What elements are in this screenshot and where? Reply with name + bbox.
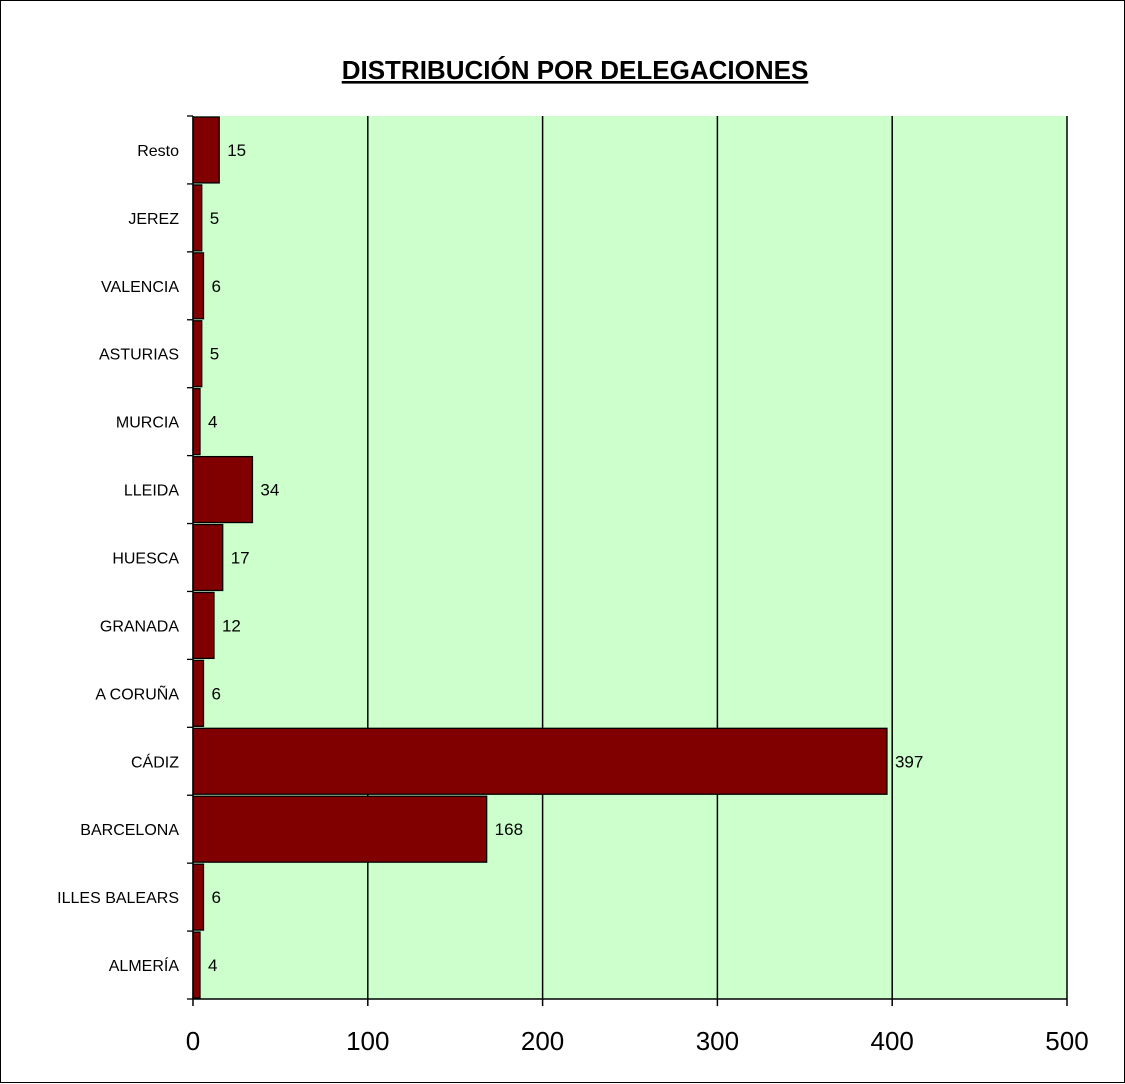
data-label-1: 5 <box>210 209 219 228</box>
category-label-4: MURCIA <box>116 415 179 432</box>
data-label-9: 397 <box>895 752 923 771</box>
bar-8 <box>192 659 205 727</box>
bar-4 <box>192 388 201 456</box>
data-label-7: 12 <box>222 616 241 635</box>
x-tick-label-2: 200 <box>521 1026 564 1056</box>
x-tick-label-4: 400 <box>871 1026 914 1056</box>
data-label-12: 4 <box>208 956 217 975</box>
data-label-3: 5 <box>210 345 219 364</box>
category-label-10: BARCELONA <box>80 822 179 839</box>
data-label-6: 17 <box>231 549 250 568</box>
x-tick-label-5: 500 <box>1045 1026 1088 1056</box>
bar-3 <box>192 320 203 388</box>
category-label-6: HUESCA <box>112 551 179 568</box>
category-label-8: A CORUÑA <box>95 683 179 703</box>
data-label-8: 6 <box>211 684 220 703</box>
bar-10 <box>192 795 488 863</box>
category-label-3: ASTURIAS <box>99 347 179 364</box>
bar-1 <box>192 184 203 252</box>
x-tick-label-1: 100 <box>346 1026 389 1056</box>
data-label-0: 15 <box>227 141 246 160</box>
category-label-7: GRANADA <box>100 618 179 635</box>
category-label-1: JEREZ <box>128 211 179 228</box>
category-label-2: VALENCIA <box>101 279 179 296</box>
chart-title: DISTRIBUCIÓN POR DELEGACIONES <box>342 55 809 85</box>
data-label-2: 6 <box>211 277 220 296</box>
bar-2 <box>192 252 205 320</box>
x-tick-label-3: 300 <box>696 1026 739 1056</box>
bar-6 <box>192 523 224 592</box>
category-label-12: ALMERÍA <box>109 956 180 975</box>
plot-background <box>193 116 1067 999</box>
data-label-5: 34 <box>260 481 279 500</box>
category-label-0: Resto <box>137 143 179 160</box>
category-label-5: LLEIDA <box>124 483 179 500</box>
bar-12 <box>192 931 201 999</box>
category-label-9: CÁDIZ <box>131 752 179 771</box>
bar-5 <box>192 455 254 524</box>
data-label-4: 4 <box>208 413 217 432</box>
data-label-11: 6 <box>211 888 220 907</box>
plot-area: 15 Resto 5 JEREZ 6 VALENCIA 5 ASTURIAS 4 MURCIA 34… <box>57 115 1089 1056</box>
bar-0 <box>192 116 220 184</box>
bar-9 <box>192 727 888 795</box>
data-label-10: 168 <box>495 820 523 839</box>
x-tick-label-0: 0 <box>186 1026 200 1056</box>
category-label-11: ILLES BALEARS <box>57 890 179 907</box>
bar-7 <box>192 591 215 660</box>
bar-11 <box>192 863 205 931</box>
